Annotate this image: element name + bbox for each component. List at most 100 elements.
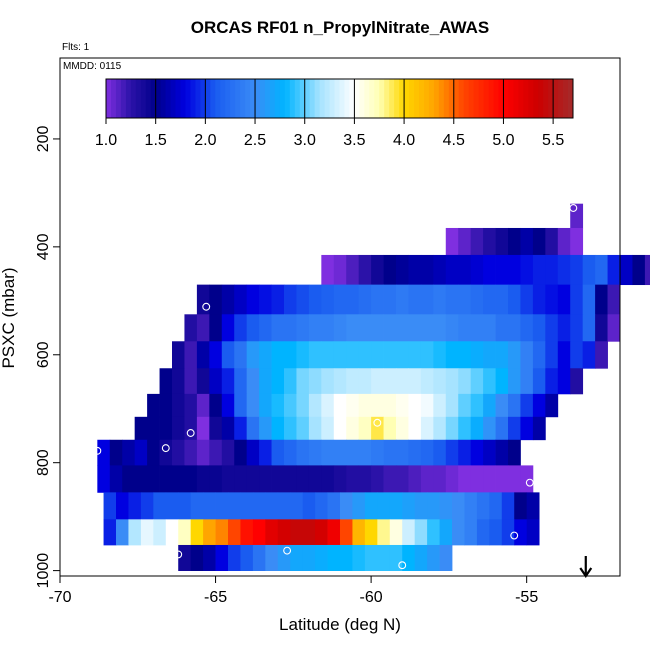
colorbar-swatch	[160, 79, 167, 118]
heatmap-cell	[433, 341, 447, 369]
heatmap-cell	[508, 341, 521, 369]
heatmap-cell	[352, 544, 366, 571]
heatmap-cell	[340, 492, 353, 520]
heatmap-cell	[483, 393, 496, 418]
heatmap-cell	[277, 492, 291, 520]
heatmap-cell	[545, 341, 559, 369]
heatmap-cell	[582, 284, 596, 315]
heatmap-cell	[284, 439, 297, 466]
heatmap-cell	[321, 341, 335, 369]
heatmap-cell	[520, 368, 534, 395]
heatmap-cell	[414, 519, 428, 546]
heatmap-cell	[420, 439, 434, 466]
heatmap-cell	[570, 203, 584, 229]
heatmap-cell	[259, 416, 272, 441]
heatmap-cell	[296, 368, 310, 395]
colorbar-swatch	[503, 79, 509, 118]
heatmap-cell	[520, 416, 534, 441]
colorbar-swatch	[364, 79, 370, 118]
heatmap-cell	[483, 284, 496, 315]
heatmap-cell	[221, 439, 235, 466]
heatmap-cell	[495, 284, 509, 315]
heatmap-cell	[172, 439, 185, 466]
heatmap-cell	[420, 284, 434, 315]
heatmap-cell	[358, 284, 372, 315]
colorbar-swatch	[240, 79, 246, 118]
heatmap-cell	[383, 314, 397, 342]
heatmap-cell	[265, 492, 279, 520]
heatmap-cell	[122, 465, 136, 493]
heatmap-cell	[545, 368, 559, 395]
heatmap-cell	[172, 341, 185, 369]
heatmap-cell	[209, 465, 223, 493]
heatmap-cell	[495, 368, 509, 395]
heatmap-cell	[284, 284, 297, 315]
heatmap-cell	[284, 465, 297, 493]
colorbar-swatch	[264, 79, 271, 118]
heatmap-cell	[290, 544, 304, 571]
heatmap-cell	[483, 416, 496, 441]
heatmap-cell	[246, 341, 260, 369]
heatmap-cell	[215, 544, 229, 571]
heatmap-cell	[445, 254, 459, 286]
heatmap-cell	[532, 254, 546, 286]
heatmap-cell	[396, 416, 409, 441]
heatmap-cell	[271, 393, 285, 418]
x-tick-label: -65	[204, 589, 227, 606]
heatmap-cell	[196, 393, 210, 418]
heatmap-cell	[327, 544, 341, 571]
sample-point	[373, 418, 382, 427]
heatmap-cell	[246, 368, 260, 395]
heatmap-cell	[178, 519, 192, 546]
heatmap-cell	[377, 519, 391, 546]
colorbar-swatch	[130, 79, 137, 118]
colorbar-swatch	[493, 79, 499, 118]
heatmap-cell	[545, 314, 559, 342]
heatmap-cell	[308, 439, 322, 466]
sample-point	[569, 204, 578, 212]
sample-point	[202, 302, 211, 311]
y-tick-label: 200	[35, 125, 52, 152]
heatmap-cell	[308, 284, 322, 315]
heatmap-cell	[116, 492, 129, 520]
heatmap-cell	[346, 439, 360, 466]
heatmap-cell	[433, 284, 447, 315]
colorbar-tick-label: 5.5	[542, 132, 564, 149]
heatmap-cell	[495, 439, 509, 466]
heatmap-cell	[327, 519, 341, 546]
sample-points	[93, 204, 578, 570]
heatmap-cell	[128, 519, 142, 546]
heatmap-cell	[140, 492, 154, 520]
heatmap-cell	[557, 227, 571, 256]
heatmap-cell	[315, 544, 328, 571]
heatmap-cell	[371, 465, 384, 493]
heatmap-cell	[508, 393, 521, 418]
heatmap-cell	[358, 416, 372, 441]
heatmap-cell	[501, 519, 515, 546]
x-axis-label: Latitude (deg N)	[279, 615, 401, 634]
colorbar-swatch	[548, 79, 554, 118]
colorbar-swatch	[225, 79, 231, 118]
heatmap-cell	[489, 519, 503, 546]
heatmap-cell	[358, 341, 372, 369]
colorbar-swatch	[319, 79, 325, 118]
heatmap-cell	[427, 492, 440, 520]
heatmap-cell	[570, 254, 584, 286]
colorbar-swatch	[180, 79, 186, 118]
heatmap-cell	[234, 341, 248, 369]
heatmap-cell	[321, 465, 335, 493]
heatmap-cell	[116, 519, 129, 546]
colorbar-swatch	[498, 79, 504, 118]
heatmap-cell	[271, 284, 285, 315]
sample-point	[174, 550, 183, 559]
heatmap-cell	[184, 341, 198, 369]
colorbar-swatch	[433, 79, 440, 118]
heatmap-cell	[308, 465, 322, 493]
colorbar-swatch	[106, 79, 112, 118]
heatmap-cell	[296, 284, 310, 315]
colorbar-tick-label: 1.5	[145, 132, 167, 149]
heatmap-cell	[458, 284, 472, 315]
heatmap-cell	[377, 492, 391, 520]
colorbar-swatch	[443, 79, 450, 118]
heatmap-cell	[234, 393, 248, 418]
